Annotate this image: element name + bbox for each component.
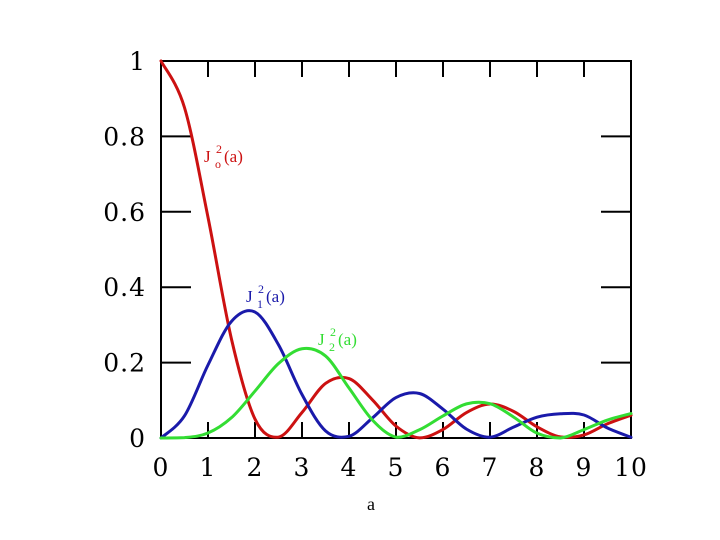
x-tick-label: 5 bbox=[388, 453, 405, 482]
y-tick-labels: 0 0.2 0.4 0.6 0.8 1 bbox=[103, 47, 146, 453]
plot-area-frame bbox=[160, 60, 632, 439]
x-tick-label: 7 bbox=[482, 453, 499, 482]
y-tick-label: 0.2 bbox=[103, 349, 146, 378]
curve-label-subscript: 1 bbox=[257, 297, 263, 311]
x-tick-label: 9 bbox=[576, 453, 593, 482]
x-axis-title: a bbox=[367, 494, 375, 514]
curve-label-argument: (a) bbox=[266, 287, 285, 306]
x-tick-label: 1 bbox=[200, 453, 217, 482]
curve-label-j2-squared: J 22 (a) bbox=[318, 325, 357, 354]
curve-labels: J 2o (a)J 21 (a)J 22 (a) bbox=[204, 142, 357, 354]
curve-label-j0-squared: J 2o (a) bbox=[204, 142, 243, 171]
series-line-j2-squared bbox=[159, 346, 633, 440]
y-tick-label: 1 bbox=[129, 47, 146, 76]
curve-label-base: J bbox=[318, 330, 325, 349]
y-tick-label: 0 bbox=[129, 424, 146, 453]
y-tick-label: 0.8 bbox=[103, 122, 146, 151]
curve-label-superscript: 2 bbox=[216, 142, 222, 156]
curve-label-j1-squared: J 21 (a) bbox=[246, 282, 285, 311]
axis-ticks bbox=[160, 60, 632, 439]
series-line-j0-squared bbox=[159, 59, 633, 440]
series-lines bbox=[159, 59, 633, 440]
y-tick-label: 0.4 bbox=[103, 273, 146, 302]
series-line-j1-squared bbox=[159, 309, 633, 440]
curve-label-subscript: o bbox=[215, 157, 221, 171]
x-tick-label: 6 bbox=[435, 453, 452, 482]
x-tick-label: 10 bbox=[614, 453, 648, 482]
x-tick-label: 0 bbox=[153, 453, 170, 482]
curve-label-argument: (a) bbox=[338, 330, 357, 349]
x-tick-label: 2 bbox=[247, 453, 264, 482]
curve-label-argument: (a) bbox=[224, 147, 243, 166]
curve-label-superscript: 2 bbox=[330, 325, 336, 339]
curve-label-subscript: 2 bbox=[329, 340, 335, 354]
x-tick-label: 4 bbox=[341, 453, 358, 482]
curve-label-base: J bbox=[204, 147, 211, 166]
x-tick-labels: 0 1 2 3 4 5 6 7 8 9 10 bbox=[153, 453, 648, 482]
x-tick-label: 3 bbox=[294, 453, 311, 482]
y-tick-label: 0.6 bbox=[103, 198, 146, 227]
x-tick-label: 8 bbox=[529, 453, 546, 482]
curve-label-superscript: 2 bbox=[258, 282, 264, 296]
curve-label-base: J bbox=[246, 287, 253, 306]
